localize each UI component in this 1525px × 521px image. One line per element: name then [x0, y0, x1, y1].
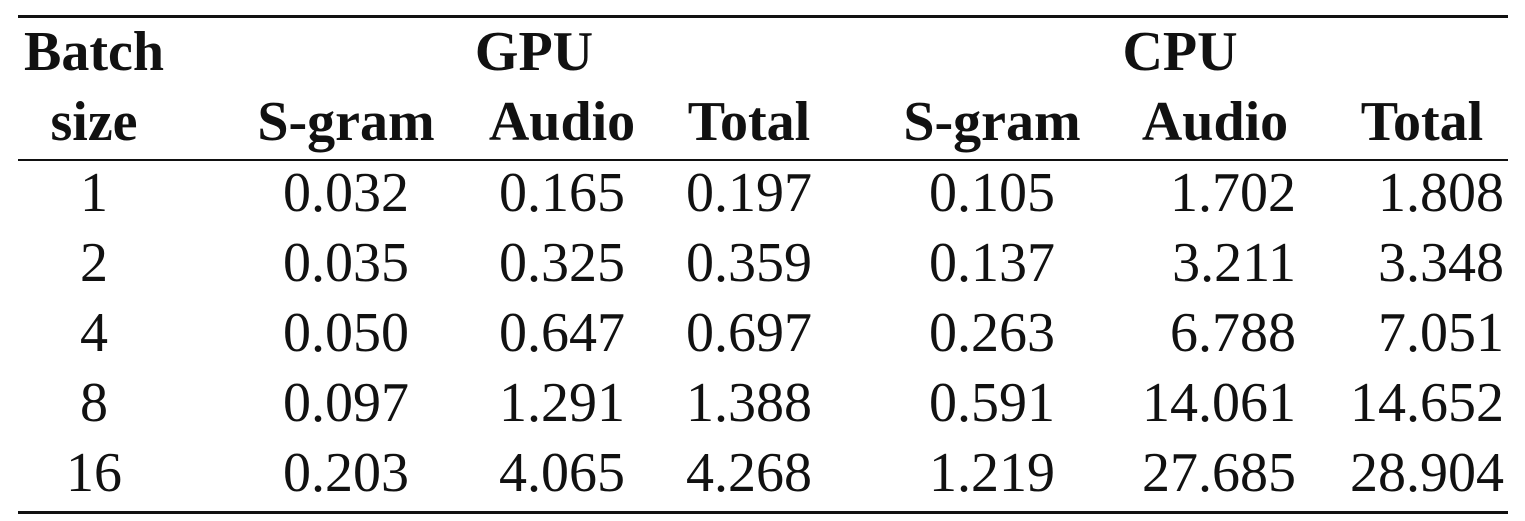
- table-cell-gpu-audio: 4.065: [499, 442, 625, 504]
- table-cell-gpu-sgram: 0.203: [283, 442, 409, 504]
- table-cell-cpu-sgram: 0.591: [929, 372, 1055, 434]
- table-cell-gpu-total: 0.697: [686, 302, 812, 364]
- table-cell-gpu-total: 0.197: [686, 162, 812, 224]
- table-cell-cpu-total: 14.652: [1350, 372, 1504, 434]
- table-cell-cpu-sgram: 0.263: [929, 302, 1055, 364]
- table-cell-gpu-total: 4.268: [686, 442, 812, 504]
- table-row-batch: 4: [80, 302, 108, 364]
- header-gpu-group: GPU: [474, 21, 594, 83]
- table-cell-cpu-audio: 1.702: [1170, 162, 1296, 224]
- table-row-batch: 2: [80, 232, 108, 294]
- table-cell-gpu-audio: 0.647: [499, 302, 625, 364]
- table-cell-cpu-audio: 6.788: [1170, 302, 1296, 364]
- table-cell-cpu-total: 28.904: [1350, 442, 1504, 504]
- table-cell-gpu-audio: 0.165: [499, 162, 625, 224]
- table-bottom-rule: [18, 511, 1508, 514]
- table-cell-cpu-total: 3.348: [1378, 232, 1504, 294]
- table-cell-gpu-total: 0.359: [686, 232, 812, 294]
- table-row-batch: 16: [66, 442, 122, 504]
- table-cell-gpu-sgram: 0.050: [283, 302, 409, 364]
- table-cell-cpu-total: 1.808: [1378, 162, 1504, 224]
- header-cpu-sgram: S-gram: [903, 91, 1081, 153]
- header-gpu-audio: Audio: [488, 91, 636, 153]
- table-cell-gpu-sgram: 0.035: [283, 232, 409, 294]
- table-cell-cpu-sgram: 1.219: [929, 442, 1055, 504]
- table-cell-cpu-audio: 3.211: [1172, 232, 1296, 294]
- table-cell-gpu-total: 1.388: [686, 372, 812, 434]
- header-batch-line2: size: [50, 91, 138, 153]
- table-cell-cpu-audio: 27.685: [1142, 442, 1296, 504]
- header-cpu-audio: Audio: [1141, 91, 1289, 153]
- table-cell-gpu-sgram: 0.097: [283, 372, 409, 434]
- header-gpu-total: Total: [687, 91, 811, 153]
- table-row-batch: 8: [80, 372, 108, 434]
- header-cpu-total: Total: [1360, 91, 1484, 153]
- header-cpu-group: CPU: [1122, 21, 1238, 83]
- table-cell-cpu-audio: 14.061: [1142, 372, 1296, 434]
- table-header-rule: [18, 159, 1508, 161]
- table-top-rule: [18, 15, 1508, 18]
- header-batch-line1: Batch: [24, 21, 164, 83]
- table-cell-cpu-sgram: 0.105: [929, 162, 1055, 224]
- table-cell-gpu-audio: 1.291: [499, 372, 625, 434]
- table-row-batch: 1: [80, 162, 108, 224]
- table-cell-gpu-sgram: 0.032: [283, 162, 409, 224]
- header-gpu-sgram: S-gram: [257, 91, 435, 153]
- table-cell-cpu-total: 7.051: [1378, 302, 1504, 364]
- table-cell-gpu-audio: 0.325: [499, 232, 625, 294]
- table-cell-cpu-sgram: 0.137: [929, 232, 1055, 294]
